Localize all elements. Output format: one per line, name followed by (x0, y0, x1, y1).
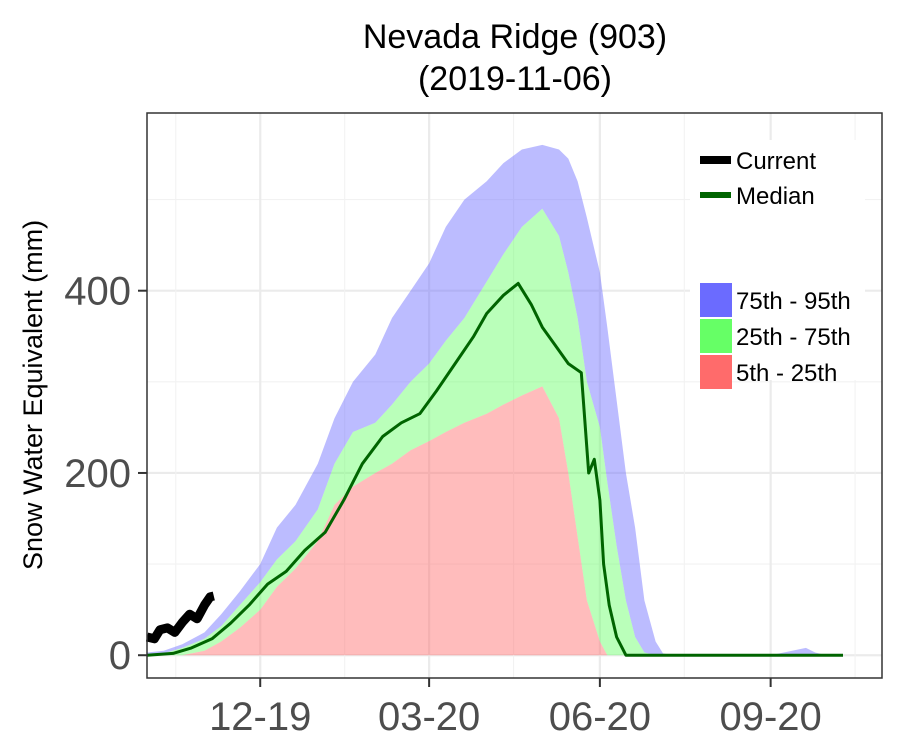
legend-key-swatch (700, 355, 732, 389)
legend-key-swatch (700, 319, 732, 353)
current-line (145, 591, 215, 644)
y-axis-label: Snow Water Equivalent (mm) (18, 220, 48, 570)
x-tick-label: 06-20 (549, 695, 651, 739)
percentile-bands (147, 144, 843, 656)
median-line (146, 281, 843, 657)
x-axis: 12-19 03-20 06-20 09-20 (209, 678, 822, 739)
plot-border (146, 112, 883, 679)
y-axis: 0 200 400 (64, 270, 147, 678)
chart-title-line-1: Nevada Ridge (903) (363, 18, 667, 56)
legend-label: Current (736, 148, 816, 175)
band-25-75 (147, 208, 843, 656)
y-tick-label: 200 (64, 452, 131, 496)
y-tick-label: 0 (109, 634, 131, 678)
legend-label: 5th - 25th (736, 360, 837, 387)
x-tick-label: 09-20 (719, 695, 821, 739)
series-lines (145, 281, 843, 657)
legend-key-swatch (700, 283, 732, 317)
band-75-95 (147, 144, 843, 656)
y-tick-label: 400 (64, 270, 131, 314)
chart-title-line-2: (2019-11-06) (418, 60, 612, 98)
legend-label: 75th - 95th (736, 288, 851, 315)
legend: Current Median 75th - 95th 25th - 75th 5th -… (690, 140, 865, 389)
grid-lines (147, 113, 882, 678)
legend-label: Median (736, 183, 815, 210)
x-tick-label: 12-19 (209, 695, 311, 739)
x-tick-label: 03-20 (378, 695, 480, 739)
band-5-25 (147, 386, 843, 656)
legend-label: 25th - 75th (736, 324, 851, 351)
